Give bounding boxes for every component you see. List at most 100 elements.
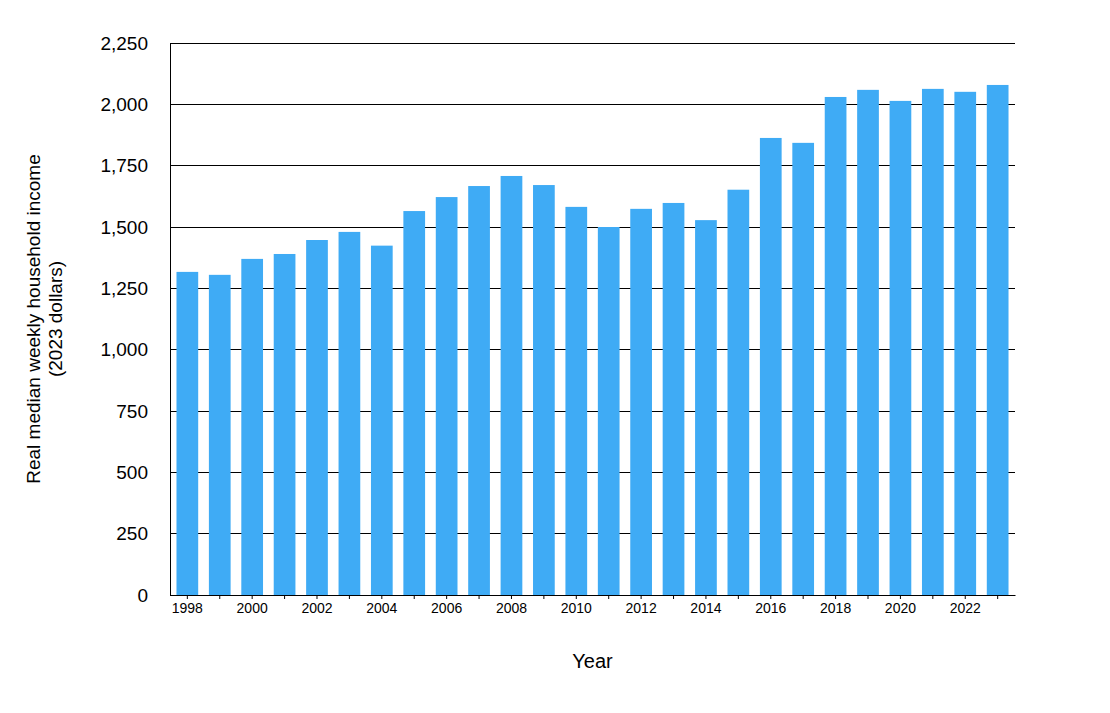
bar <box>922 89 944 595</box>
y-tick-label: 1,500 <box>100 217 148 238</box>
x-tick-mark <box>576 595 577 599</box>
y-tick-label: 1,250 <box>100 278 148 299</box>
y-tick: 1,500 <box>100 217 170 238</box>
y-axis: 0 250 500 750 1,000 1,250 1,500 1,750 2,000 2,250 <box>100 33 170 606</box>
x-tick-mark <box>381 595 382 599</box>
x-tick-label: 2014 <box>690 600 721 616</box>
x-tick <box>932 595 933 599</box>
y-tick-label: 750 <box>116 401 148 422</box>
x-tick-mark <box>641 595 642 599</box>
x-tick-label: 2000 <box>237 600 268 616</box>
grid-line <box>170 349 1015 350</box>
y-tick: 1,250 <box>100 278 170 299</box>
x-axis-title: Year <box>572 650 613 672</box>
bar <box>857 90 879 595</box>
x-tick-label: 2018 <box>820 600 851 616</box>
x-tick-label: 2006 <box>431 600 462 616</box>
y-tick-label: 2,250 <box>100 33 148 54</box>
x-tick-mark <box>543 595 544 599</box>
y-tick: 500 <box>116 462 170 483</box>
x-tick-mark <box>932 595 933 599</box>
x-tick <box>803 595 804 599</box>
x-tick <box>479 595 480 599</box>
y-tick: 0 <box>137 585 170 606</box>
x-tick-mark <box>511 595 512 599</box>
x-tick: 2008 <box>496 595 527 616</box>
x-tick: 2002 <box>301 595 332 616</box>
x-tick-mark <box>738 595 739 599</box>
x-tick <box>219 595 220 599</box>
x-tick-mark <box>673 595 674 599</box>
x-tick-mark <box>705 595 706 599</box>
x-tick: 2016 <box>755 595 786 616</box>
x-tick: 2012 <box>626 595 657 616</box>
y-tick-label: 250 <box>116 523 148 544</box>
grid-line <box>170 472 1015 473</box>
bar <box>727 190 749 595</box>
x-tick-label: 2020 <box>885 600 916 616</box>
x-tick <box>543 595 544 599</box>
x-tick-mark <box>446 595 447 599</box>
bar <box>209 275 231 595</box>
bar <box>825 97 847 595</box>
x-tick-mark <box>219 595 220 599</box>
y-tick-label: 0 <box>137 585 148 606</box>
bar <box>176 272 198 595</box>
bar <box>598 227 620 595</box>
x-tick: 2022 <box>950 595 981 616</box>
y-tick: 1,750 <box>100 155 170 176</box>
x-tick-label: 2012 <box>626 600 657 616</box>
y-axis-title: Real median weekly household income(2023… <box>23 154 66 484</box>
x-tick <box>673 595 674 599</box>
bar <box>436 197 458 595</box>
y-axis-line <box>170 44 171 596</box>
x-tick-mark <box>252 595 253 599</box>
x-tick-mark <box>284 595 285 599</box>
x-tick-mark <box>187 595 188 599</box>
x-tick <box>349 595 350 599</box>
x-axis-line <box>171 595 1016 596</box>
x-tick-mark <box>900 595 901 599</box>
x-tick: 2018 <box>820 595 851 616</box>
y-tick-label: 1,000 <box>100 339 148 360</box>
bar <box>306 240 328 595</box>
x-tick <box>284 595 285 599</box>
x-tick: 2000 <box>237 595 268 616</box>
x-tick: 2010 <box>561 595 592 616</box>
x-tick <box>608 595 609 599</box>
bar <box>663 203 685 595</box>
x-tick-label: 1998 <box>172 600 203 616</box>
bar <box>792 143 814 595</box>
x-tick-mark <box>479 595 480 599</box>
x-tick: 2006 <box>431 595 462 616</box>
y-tick: 250 <box>116 523 170 544</box>
x-tick-mark <box>608 595 609 599</box>
bar <box>987 85 1009 595</box>
bar <box>241 259 263 595</box>
x-tick <box>868 595 869 599</box>
y-tick: 1,000 <box>100 339 170 360</box>
y-tick-label: 1,750 <box>100 155 148 176</box>
x-tick-label: 2022 <box>950 600 981 616</box>
x-tick-label: 2004 <box>366 600 397 616</box>
grid-line <box>170 533 1015 534</box>
bar <box>501 176 523 595</box>
bar <box>565 207 587 595</box>
y-tick: 2,000 <box>100 94 170 115</box>
y-tick: 750 <box>116 401 170 422</box>
bar <box>403 211 425 595</box>
bar <box>954 92 976 595</box>
x-tick <box>738 595 739 599</box>
y-axis-title-line: Real median weekly household income <box>23 154 44 484</box>
chart: 0 250 500 750 1,000 1,250 1,500 1,750 2,000 2,250… <box>0 0 1110 713</box>
x-tick-mark <box>316 595 317 599</box>
x-tick: 2020 <box>885 595 916 616</box>
bar <box>339 232 361 595</box>
x-tick-label: 2010 <box>561 600 592 616</box>
x-tick-mark <box>965 595 966 599</box>
bar <box>533 185 555 595</box>
x-tick-mark <box>803 595 804 599</box>
bar <box>371 246 393 595</box>
grid-line <box>170 43 1015 44</box>
grid-line <box>170 165 1015 166</box>
